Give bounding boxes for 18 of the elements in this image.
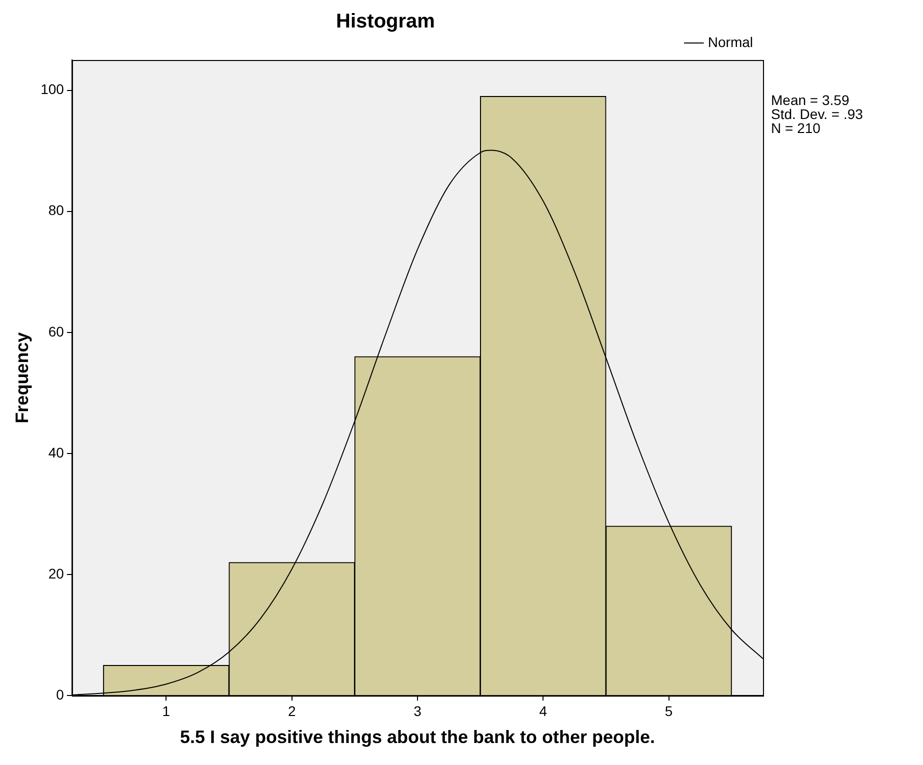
- x-tick-label: 1: [162, 702, 170, 719]
- y-tick-label: 100: [40, 81, 64, 98]
- x-tick-label: 2: [288, 702, 296, 719]
- text: Mean = 3.59: [771, 92, 850, 108]
- y-axis-title: Frequency: [12, 332, 32, 424]
- y-tick-label: 0: [56, 686, 64, 702]
- y-tick-label: 20: [48, 565, 64, 582]
- y-tick-label: 60: [48, 323, 64, 340]
- x-tick-label: 4: [539, 702, 548, 719]
- chart-title: Histogram: [336, 10, 435, 33]
- legend-label: Normal: [708, 34, 754, 50]
- x-tick-label: 5: [664, 702, 673, 719]
- x-axis-title: 5.5 I say positive things about the bank to other people.: [180, 727, 656, 748]
- text: N = 210: [771, 120, 821, 136]
- y-tick-label: 40: [48, 444, 64, 460]
- x-tick-label: 3: [414, 702, 422, 719]
- y-tick-label: 80: [48, 202, 64, 218]
- text: Std. Dev. = .93: [771, 106, 864, 122]
